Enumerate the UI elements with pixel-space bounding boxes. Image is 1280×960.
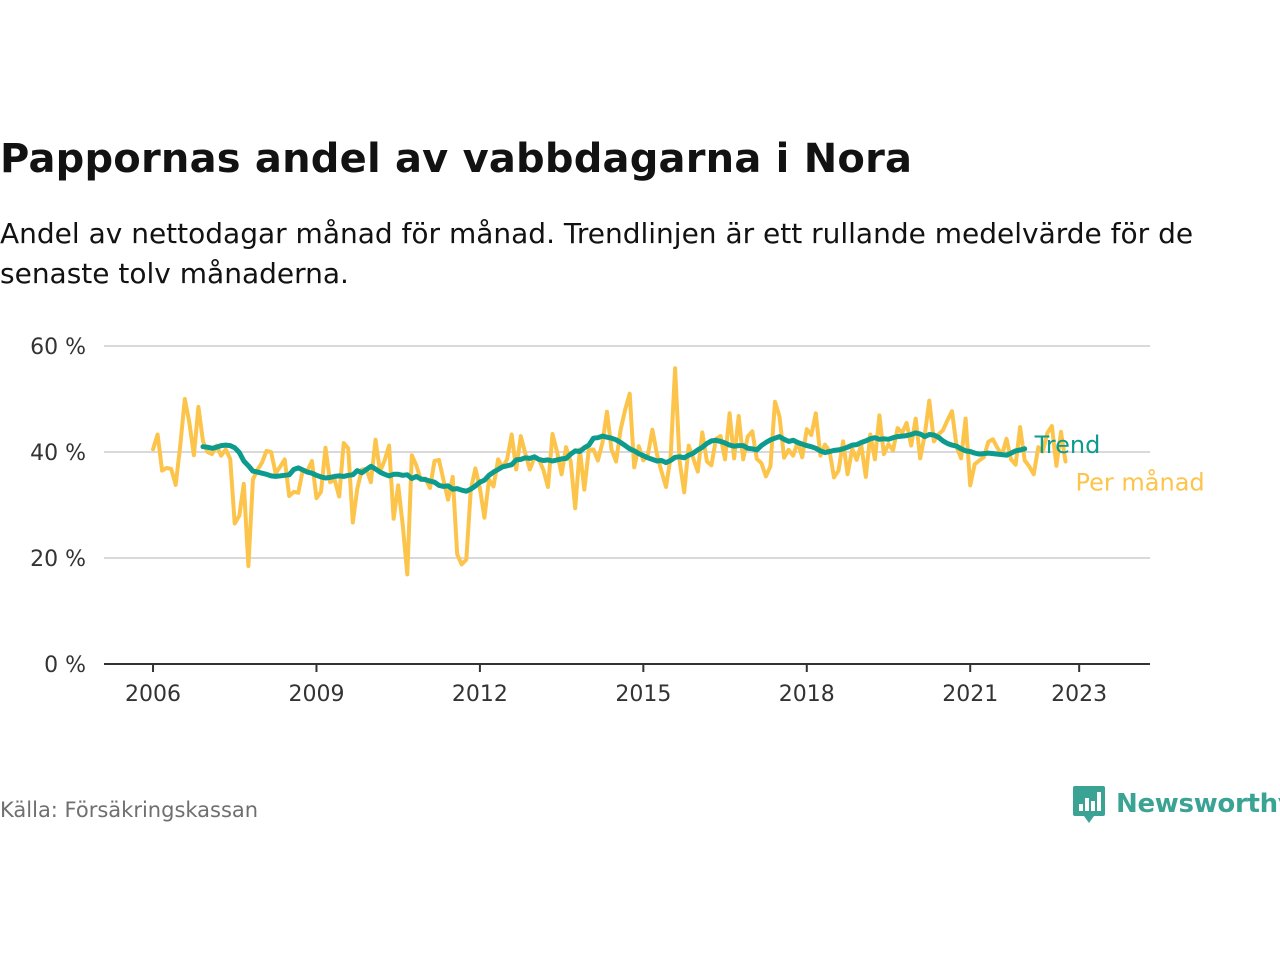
series-label-monthly: Per månad [1076,468,1205,497]
y-axis-ticks: 0 % 20 % 40 % 60 % [30,335,86,678]
series-lines [151,366,1068,577]
x-tick-label: 2021 [942,682,998,707]
x-tick-label: 2023 [1051,682,1107,707]
line-chart: 0 % 20 % 40 % 60 % 2006 2009 2012 2015 2018 2021… [30,335,1205,707]
y-tick-label: 0 % [44,653,86,678]
chart-title: Pappornas andel av vabbdagarna i Nora [0,136,913,182]
series-labels: Trend Per månad [1034,431,1205,497]
x-tick-label: 2018 [779,682,835,707]
x-axis-ticks: 2006 2009 2012 2015 2018 2021 2023 [125,664,1107,707]
y-tick-label: 40 % [30,441,86,466]
x-tick-label: 2006 [125,682,181,707]
newsworthy-logo-icon [1073,786,1105,823]
x-tick-label: 2015 [615,682,671,707]
chart-subtitle: Andel av nettodagar månad för månad. Tre… [0,217,1194,290]
x-tick-label: 2009 [288,682,344,707]
series-line-trend [200,430,1028,494]
x-tick-label: 2012 [452,682,508,707]
series-label-trend: Trend [1034,431,1101,459]
y-tick-label: 60 % [30,335,86,360]
newsworthy-logo: Newsworthy [1072,784,1280,824]
y-tick-label: 20 % [30,547,86,572]
source-note: Källa: Försäkringskassan [0,798,259,822]
newsworthy-logo-text: Newsworthy [1116,789,1280,819]
